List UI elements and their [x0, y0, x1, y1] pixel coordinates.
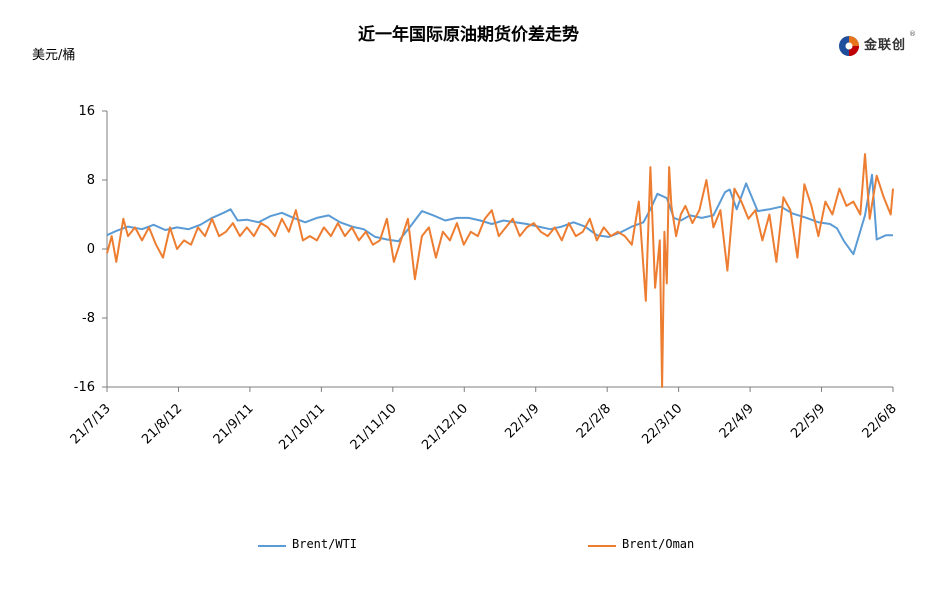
- y-tick-label: 0: [87, 242, 95, 257]
- y-tick-label: -16: [74, 380, 95, 395]
- y-tick-label: 16: [78, 104, 95, 119]
- brand-logo: 金联创 ®: [838, 30, 918, 59]
- series-line-brent-oman: [106, 153, 894, 388]
- x-tick-label: 21/7/13: [68, 401, 114, 447]
- x-tick-label: 21/10/11: [276, 401, 328, 453]
- x-tick-label: 22/2/8: [574, 401, 614, 441]
- legend-swatch-brent-wti: [258, 545, 286, 547]
- x-tick-label: 22/3/10: [639, 401, 685, 447]
- x-tick-label: 21/11/10: [348, 401, 400, 453]
- legend-swatch-brent-oman: [588, 545, 616, 547]
- x-tick-label: 21/8/12: [139, 401, 185, 447]
- x-tick-label: 21/9/11: [211, 401, 257, 447]
- chart-axes: 16 8 0 -8 -16 21/7/13 21/8/12 21/9/11 21/10/11 21…: [68, 104, 900, 453]
- legend-label-brent-oman: Brent/Oman: [622, 537, 695, 551]
- series-layer: [106, 153, 894, 388]
- logo-text: 金联创: [864, 38, 907, 53]
- logo-mark-icon: [839, 36, 859, 56]
- x-tick-label: 22/6/8: [860, 401, 900, 441]
- x-tick-label: 21/12/10: [419, 401, 471, 453]
- x-tick-label: 22/5/9: [788, 401, 828, 441]
- logo-registered-mark: ®: [909, 30, 916, 38]
- y-tick-label: 8: [87, 173, 95, 188]
- y-axis-unit: 美元/桶: [32, 48, 76, 63]
- chart-title: 近一年国际原油期货价差走势: [358, 25, 579, 45]
- legend-label-brent-wti: Brent/WTI: [292, 537, 358, 551]
- x-tick-label: 22/1/9: [502, 401, 542, 441]
- x-tick-label: 22/4/9: [717, 401, 757, 441]
- series-line-brent-wti: [106, 173, 893, 256]
- y-tick-label: -8: [82, 311, 95, 326]
